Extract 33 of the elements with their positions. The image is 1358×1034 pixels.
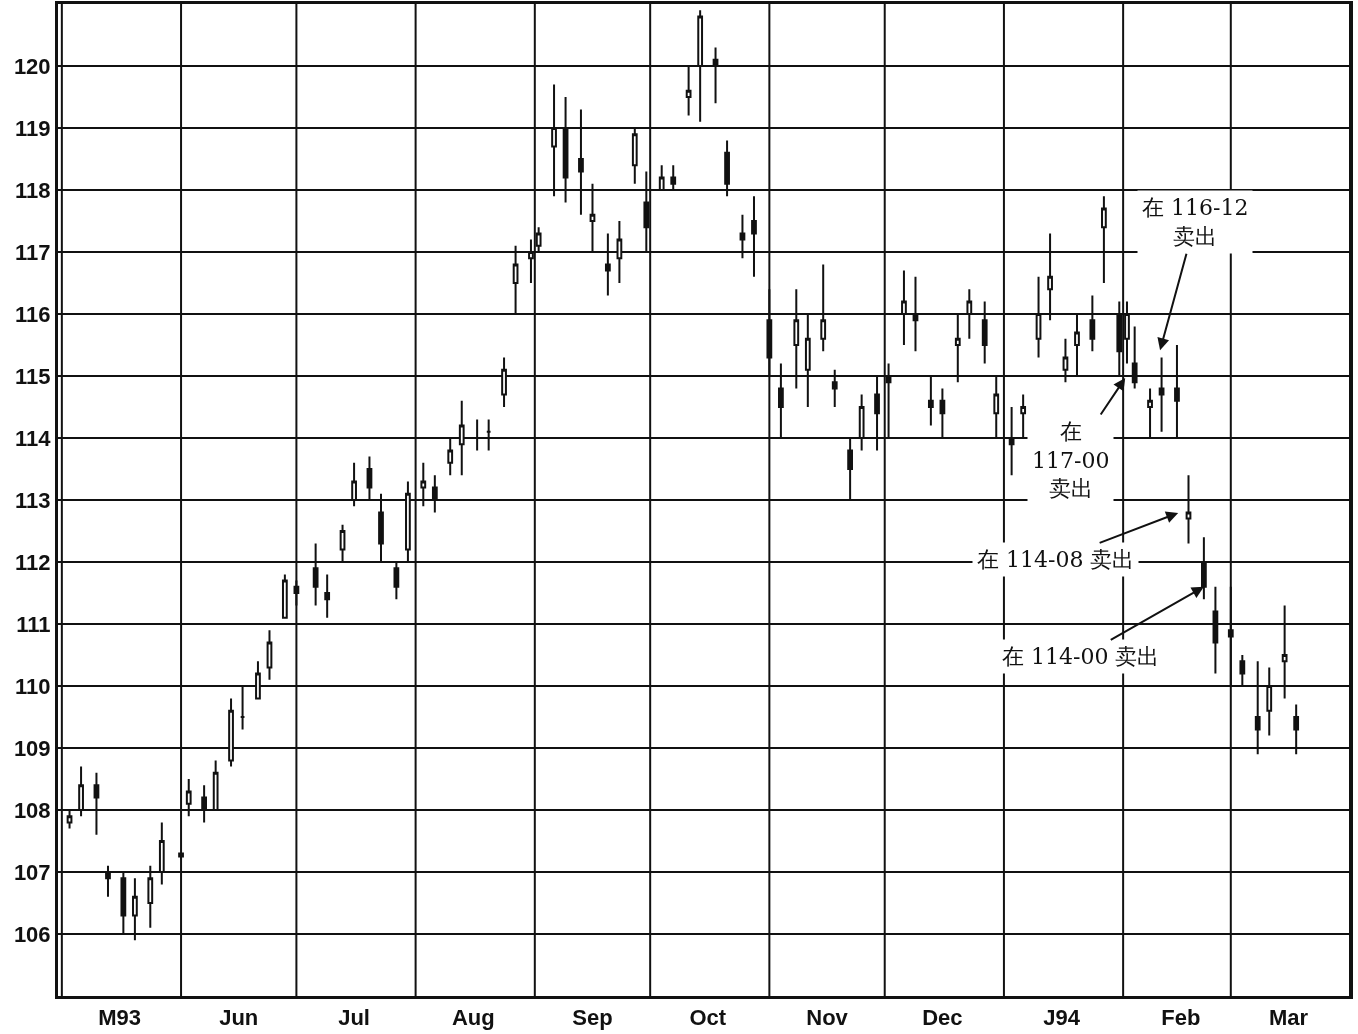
y-tick-label: 106	[13, 921, 51, 947]
y-tick-label: 114	[15, 425, 52, 451]
candlestick	[266, 629, 273, 681]
annotation: 在 116-12 卖出	[1142, 195, 1249, 249]
y-tick-label: 112	[15, 549, 51, 575]
y-tick-label: 117	[15, 239, 51, 265]
y-tick-label: 119	[15, 115, 51, 141]
y-tick-label: 110	[15, 673, 51, 699]
y-tick-label: 116	[15, 301, 51, 327]
y-tick-label: 111	[16, 611, 51, 637]
x-tick-label: Nov	[806, 1005, 849, 1031]
y-tick-label: 120	[13, 53, 51, 79]
candlestick	[281, 573, 288, 619]
y-tick-label: 115	[15, 363, 51, 389]
x-tick-label: J94	[1043, 1005, 1081, 1031]
y-tick-label: 118	[15, 177, 51, 203]
x-tick-label: Dec	[922, 1005, 963, 1031]
x-tick-label: Jul	[338, 1005, 370, 1031]
y-tick-label: 107	[13, 859, 51, 885]
annotation: 在 117-00 卖出	[1032, 419, 1110, 502]
y-tick-label: 109	[13, 735, 51, 761]
x-tick-label: Oct	[689, 1005, 727, 1031]
x-tick-label: Sep	[572, 1005, 613, 1031]
x-tick-label: Jun	[219, 1005, 259, 1031]
annotation: 在 114-08 卖出	[977, 547, 1135, 572]
x-tick-label: Aug	[451, 1005, 495, 1031]
x-tick-label: Mar	[1268, 1005, 1309, 1031]
y-tick-label: 108	[13, 797, 51, 823]
candlestick	[324, 573, 331, 619]
y-tick-label: 113	[15, 487, 51, 513]
x-tick-label: Feb	[1161, 1005, 1201, 1031]
x-tick-label: M93	[98, 1005, 141, 1031]
annotation: 在 114-00 卖出	[1002, 644, 1160, 669]
